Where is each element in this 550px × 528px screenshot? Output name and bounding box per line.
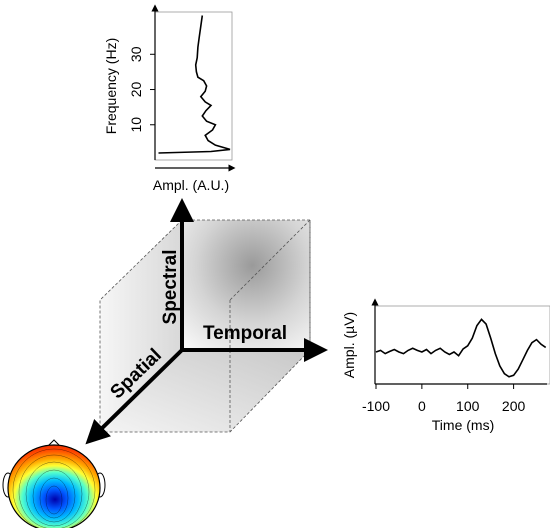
erp-x-tick-label: -100 — [362, 398, 390, 414]
dimension-axes: Spectral Temporal Spatial — [85, 198, 328, 445]
spectral-label: Spectral — [160, 250, 181, 325]
temporal-label: Temporal — [203, 323, 287, 344]
spectrum-y-tick-label: 30 — [128, 46, 144, 62]
erp-x-ticks: -100 0 100 200 — [362, 384, 526, 414]
cube — [99, 219, 311, 433]
erp-plot-frame — [374, 305, 550, 385]
spectrum-xlabel: Ampl. (A.U.) — [153, 177, 229, 193]
cube-edge — [229, 219, 311, 301]
spectrum-plot-frame — [154, 11, 233, 161]
erp-ylabel: Ampl. (µV) — [341, 312, 357, 378]
spectrum-plot: 10 20 30 Frequency (Hz) Ampl. (A.U.) — [103, 4, 236, 193]
erp-x-tick-label: 200 — [502, 398, 526, 414]
erp-x-tick-label: 100 — [456, 398, 480, 414]
erp-xlabel: Time (ms) — [432, 417, 494, 433]
spectrum-y-tick-label: 20 — [128, 82, 144, 98]
head-outline — [7, 444, 101, 528]
spatial-axis-arrow — [85, 348, 184, 445]
spectrum-y-tick-label: 10 — [128, 117, 144, 133]
spectrum-curve — [158, 15, 231, 154]
spectrum-y-ticks: 10 20 30 — [128, 46, 155, 133]
topomap-field — [8, 445, 100, 528]
spectrum-ylabel: Frequency (Hz) — [103, 38, 119, 134]
topomap-head — [2, 439, 106, 528]
erp-x-tick-label: 0 — [418, 398, 426, 414]
erp-curve — [375, 318, 547, 378]
erp-plot: -100 0 100 200 Ampl. (µV) Time (ms) — [341, 298, 550, 433]
